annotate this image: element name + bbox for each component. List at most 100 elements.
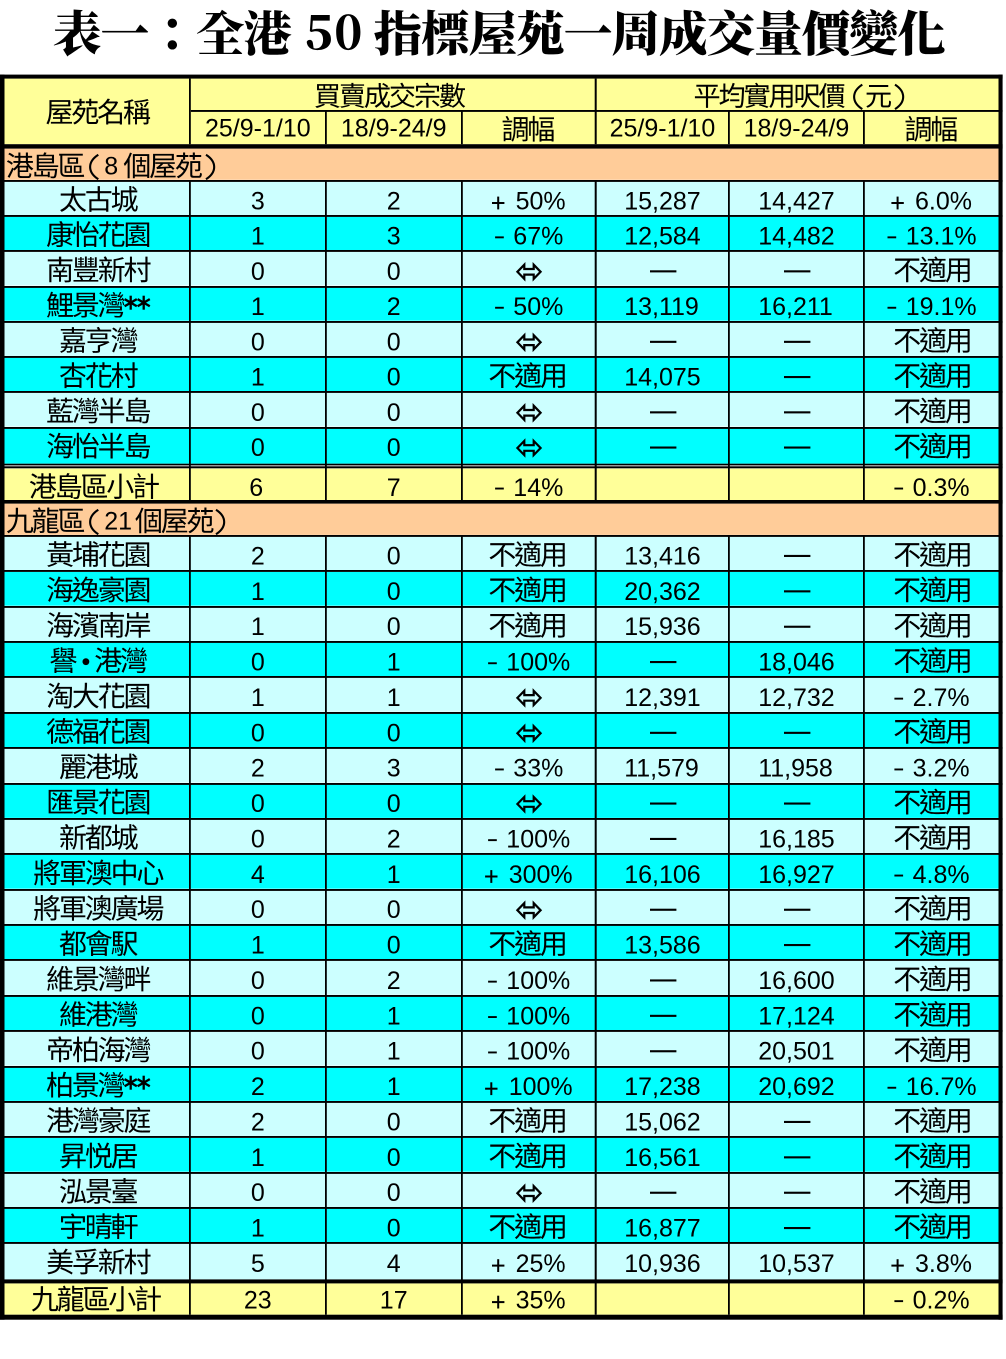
- svg-text:0: 0: [251, 328, 265, 356]
- svg-text:3: 3: [251, 187, 265, 215]
- svg-text:3: 3: [387, 755, 401, 783]
- svg-text:0: 0: [387, 364, 401, 392]
- svg-text:1: 1: [387, 1073, 401, 1101]
- svg-text:10,537: 10,537: [758, 1250, 834, 1278]
- svg-text:1: 1: [251, 293, 265, 321]
- svg-text:0: 0: [387, 542, 401, 570]
- svg-text:0.2%: 0.2%: [913, 1286, 970, 1314]
- svg-text:2: 2: [251, 1073, 265, 1101]
- svg-text:16,211: 16,211: [758, 293, 833, 321]
- svg-text:6: 6: [249, 474, 263, 502]
- svg-text:12,732: 12,732: [758, 684, 834, 712]
- svg-text:11,579: 11,579: [624, 755, 699, 783]
- svg-text:50%: 50%: [516, 187, 566, 215]
- svg-text:18/9-24/9: 18/9-24/9: [744, 114, 850, 142]
- svg-text:16,106: 16,106: [624, 861, 700, 889]
- svg-text:35%: 35%: [516, 1286, 566, 1314]
- svg-text:67%: 67%: [513, 223, 563, 251]
- svg-text:16,600: 16,600: [758, 967, 834, 995]
- svg-text:50%: 50%: [513, 293, 563, 321]
- svg-text:100%: 100%: [509, 1073, 573, 1101]
- svg-text:20,692: 20,692: [758, 1073, 834, 1101]
- svg-text:100%: 100%: [506, 1002, 570, 1030]
- svg-text:300%: 300%: [509, 861, 573, 889]
- svg-text:10,936: 10,936: [624, 1250, 700, 1278]
- svg-text:4: 4: [387, 1250, 401, 1278]
- svg-text:1: 1: [251, 613, 265, 641]
- svg-text:100%: 100%: [506, 825, 570, 853]
- svg-text:2: 2: [387, 293, 401, 321]
- svg-text:16.7%: 16.7%: [906, 1073, 977, 1101]
- svg-text:11,958: 11,958: [758, 755, 833, 783]
- svg-text:0: 0: [387, 1144, 401, 1172]
- svg-text:1: 1: [387, 1038, 401, 1066]
- svg-text:33%: 33%: [513, 755, 563, 783]
- svg-text:2: 2: [387, 187, 401, 215]
- svg-text:4: 4: [251, 861, 265, 889]
- svg-text:15,936: 15,936: [624, 613, 700, 641]
- svg-text:1: 1: [387, 649, 401, 677]
- svg-text:6.0%: 6.0%: [915, 187, 972, 215]
- svg-text:0: 0: [387, 896, 401, 924]
- svg-text:1: 1: [387, 684, 401, 712]
- svg-text:20,501: 20,501: [758, 1038, 834, 1066]
- svg-text:14,482: 14,482: [758, 223, 834, 251]
- svg-text:100%: 100%: [506, 967, 570, 995]
- svg-text:13,416: 13,416: [624, 542, 700, 570]
- svg-text:1: 1: [251, 684, 265, 712]
- svg-text:12,391: 12,391: [624, 684, 700, 712]
- svg-text:0: 0: [387, 1215, 401, 1243]
- svg-text:100%: 100%: [506, 1038, 570, 1066]
- svg-text:100%: 100%: [506, 649, 570, 677]
- svg-text:0: 0: [387, 790, 401, 818]
- svg-text:4.8%: 4.8%: [913, 861, 970, 889]
- svg-text:25/9-1/10: 25/9-1/10: [205, 114, 311, 142]
- svg-text:0: 0: [387, 399, 401, 427]
- svg-text:0: 0: [387, 613, 401, 641]
- svg-text:0: 0: [387, 719, 401, 747]
- svg-text:16,927: 16,927: [758, 861, 834, 889]
- svg-text:13.1%: 13.1%: [906, 223, 977, 251]
- svg-text:2: 2: [251, 755, 265, 783]
- svg-text:7: 7: [387, 474, 401, 502]
- svg-text:2: 2: [387, 967, 401, 995]
- svg-text:0: 0: [251, 1038, 265, 1066]
- svg-text:0: 0: [387, 1179, 401, 1207]
- svg-text:17,124: 17,124: [758, 1002, 835, 1030]
- svg-text:3.8%: 3.8%: [915, 1250, 972, 1278]
- svg-text:25%: 25%: [516, 1250, 566, 1278]
- svg-text:19.1%: 19.1%: [906, 293, 977, 321]
- svg-text:1: 1: [251, 223, 265, 251]
- svg-text:21: 21: [104, 508, 132, 536]
- svg-text:0: 0: [387, 328, 401, 356]
- svg-text:0: 0: [251, 1002, 265, 1030]
- svg-text:16,561: 16,561: [624, 1144, 700, 1172]
- svg-text:14,427: 14,427: [758, 187, 834, 215]
- svg-text:0: 0: [251, 967, 265, 995]
- svg-text:13,119: 13,119: [624, 293, 699, 321]
- svg-text:16,185: 16,185: [758, 825, 834, 853]
- svg-text:14%: 14%: [513, 474, 563, 502]
- svg-text:2.7%: 2.7%: [913, 684, 970, 712]
- svg-text:0: 0: [251, 434, 265, 462]
- svg-text:0: 0: [251, 258, 265, 286]
- svg-text:16,877: 16,877: [624, 1215, 700, 1243]
- svg-text:0: 0: [251, 649, 265, 677]
- svg-text:17: 17: [380, 1286, 408, 1314]
- svg-text:8: 8: [104, 153, 118, 181]
- svg-text:1: 1: [251, 364, 265, 392]
- svg-text:3: 3: [387, 223, 401, 251]
- svg-text:0: 0: [387, 434, 401, 462]
- svg-text:18/9-24/9: 18/9-24/9: [341, 114, 447, 142]
- svg-text:13,586: 13,586: [624, 932, 700, 960]
- svg-text:2: 2: [251, 542, 265, 570]
- svg-text:2: 2: [387, 825, 401, 853]
- svg-text:0: 0: [251, 896, 265, 924]
- svg-text:0.3%: 0.3%: [913, 474, 970, 502]
- svg-text:0: 0: [251, 719, 265, 747]
- svg-text:1: 1: [251, 578, 265, 606]
- svg-text:0: 0: [387, 1108, 401, 1136]
- svg-text:23: 23: [244, 1286, 272, 1314]
- svg-text:1: 1: [251, 932, 265, 960]
- svg-text:25/9-1/10: 25/9-1/10: [610, 114, 716, 142]
